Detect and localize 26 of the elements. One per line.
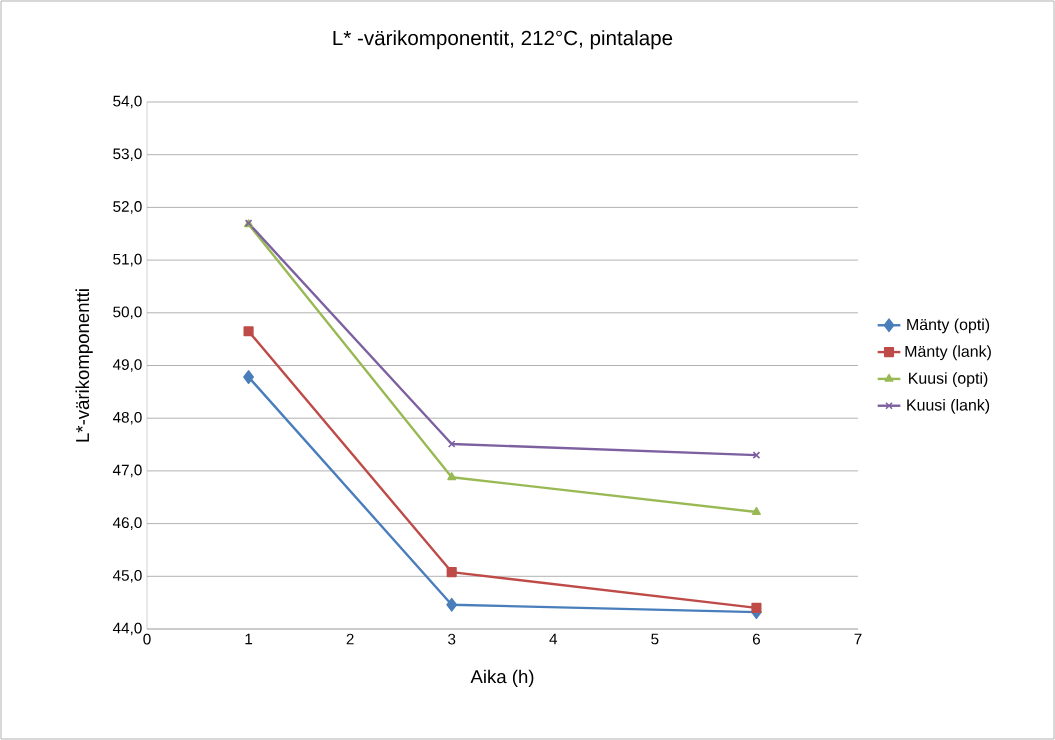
y-tick-label: 45,0	[112, 569, 142, 583]
y-tick-label: 44,0	[112, 622, 142, 636]
y-tick-label: 48,0	[112, 411, 142, 425]
legend-label: Mänty (lank)	[905, 345, 991, 361]
y-tick-label: 47,0	[112, 464, 142, 478]
y-tick-label: 49,0	[112, 359, 142, 372]
x-tick-label: 2	[346, 633, 354, 645]
chart-title: L* -värikomponentit, 212°C, pintalape	[333, 30, 673, 50]
x-tick-label: 0	[143, 633, 151, 645]
x-tick-label: 5	[651, 633, 659, 645]
y-tick-label: 52,0	[113, 201, 142, 214]
y-tick-label: 46,0	[112, 517, 142, 530]
y-tick-label: 54,0	[113, 95, 142, 109]
y-tick-label: 51,0	[113, 253, 142, 267]
x-tick-label: 6	[752, 633, 760, 645]
y-tick-label: 50,0	[113, 306, 142, 320]
y-axis-title: L*-värikomponentti	[75, 289, 93, 442]
x-axis-title: Aika (h)	[470, 669, 534, 687]
legend-label: Kuusi (opti)	[909, 372, 988, 387]
x-tick-label: 4	[549, 633, 558, 645]
y-tick-label: 53,0	[113, 148, 142, 162]
legend-label: Kuusi (lank)	[907, 398, 990, 414]
x-tick-label: 3	[448, 633, 456, 645]
x-tick-label: 1	[245, 633, 253, 645]
x-tick-label: 7	[854, 633, 862, 645]
legend-label: Mänty (opti)	[907, 318, 990, 334]
